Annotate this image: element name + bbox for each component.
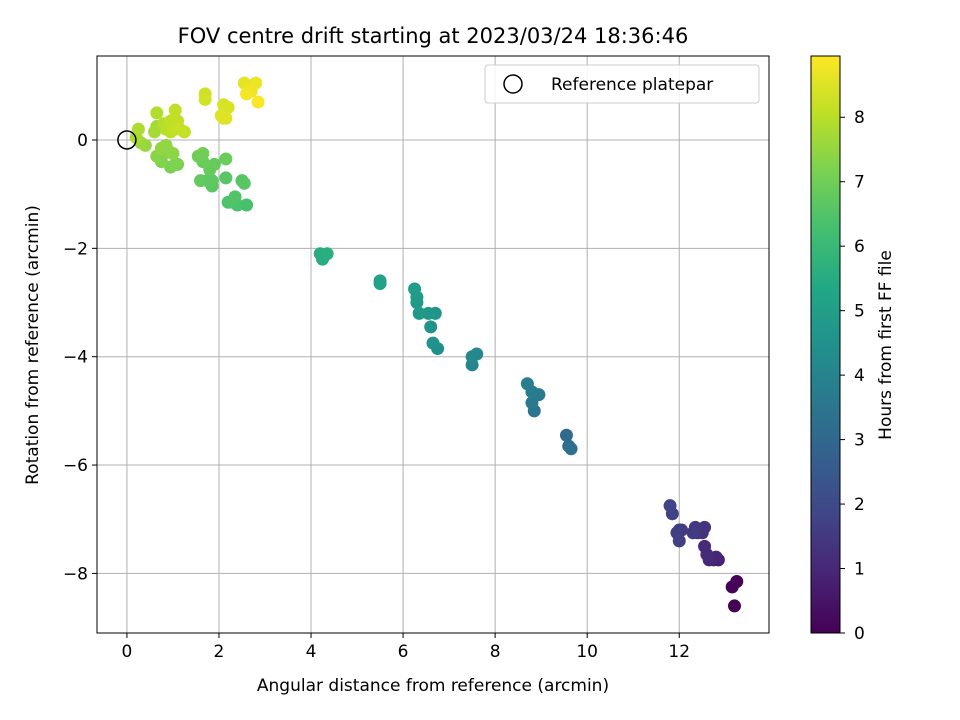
- colorbar-gradient: [810, 55, 841, 634]
- data-point: [663, 499, 677, 513]
- data-point: [219, 111, 233, 125]
- data-point: [727, 599, 741, 613]
- data-point: [196, 147, 210, 161]
- data-point: [154, 141, 168, 155]
- colorbar-tick-label: 3: [854, 431, 865, 451]
- colorbar-tick-label: 7: [854, 173, 865, 193]
- x-tick-label: 2: [214, 642, 225, 662]
- colorbar-tick-label: 5: [854, 302, 865, 322]
- y-tick-label: −6: [63, 456, 88, 476]
- y-axis-label: Rotation from reference (arcmin): [23, 205, 43, 485]
- data-point: [412, 306, 426, 320]
- colorbar-tick-label: 8: [854, 108, 865, 128]
- data-point: [426, 336, 440, 350]
- grid: [97, 56, 769, 633]
- y-tick-label: −2: [63, 239, 88, 259]
- y-tick-label: 0: [77, 131, 88, 151]
- data-point: [421, 306, 435, 320]
- data-point: [725, 580, 739, 594]
- data-point: [424, 320, 438, 334]
- data-point: [320, 247, 334, 261]
- data-point: [228, 190, 242, 204]
- x-tick-label: 10: [576, 642, 598, 662]
- data-point: [240, 198, 254, 212]
- data-point: [173, 122, 187, 136]
- data-point: [564, 442, 578, 456]
- data-point: [686, 526, 700, 540]
- data-point: [698, 539, 712, 553]
- data-point: [148, 125, 162, 139]
- data-point: [470, 347, 484, 361]
- data-point: [219, 152, 233, 166]
- data-point: [408, 282, 422, 296]
- x-tick-label: 12: [668, 642, 690, 662]
- data-point: [240, 87, 254, 101]
- x-tick-label: 0: [122, 642, 133, 662]
- data-point: [131, 122, 145, 136]
- x-axis-ticks: 0 2 4 6 8 10 12: [122, 633, 690, 662]
- data-point: [219, 171, 233, 185]
- reference-platepar-marker: [117, 130, 137, 150]
- colorbar: 0 1 2 3 4 5 6 7 8 Hours from first FF file: [810, 55, 896, 644]
- data-point: [194, 174, 208, 188]
- data-point: [150, 106, 164, 120]
- data-point: [672, 534, 686, 548]
- legend-marker-icon: [503, 74, 523, 94]
- chart-title: FOV centre drift starting at 2023/03/24 …: [178, 24, 689, 48]
- legend-box: [484, 64, 760, 104]
- y-tick-label: −8: [63, 564, 88, 584]
- legend: Reference platepar: [484, 64, 760, 104]
- x-tick-label: 6: [398, 642, 409, 662]
- x-axis-label: Angular distance from reference (arcmin): [257, 676, 609, 696]
- colorbar-tick-label: 2: [854, 495, 865, 515]
- data-points: [129, 76, 744, 613]
- plot-frame: [96, 55, 770, 634]
- data-point: [520, 377, 534, 391]
- x-tick-label: 8: [490, 642, 501, 662]
- data-point: [168, 157, 182, 171]
- y-axis-ticks: 0 −2 −4 −6 −8: [63, 131, 97, 584]
- data-point: [237, 176, 251, 190]
- data-point: [198, 92, 212, 106]
- data-point: [168, 103, 182, 117]
- data-point: [373, 274, 387, 288]
- data-point: [559, 428, 573, 442]
- y-tick-label: −4: [63, 348, 88, 368]
- colorbar-tick-label: 0: [854, 624, 865, 644]
- colorbar-tick-label: 1: [854, 560, 865, 580]
- data-point: [251, 95, 265, 109]
- colorbar-tick-label: 4: [854, 366, 865, 386]
- colorbar-label: Hours from first FF file: [876, 250, 896, 440]
- colorbar-tick-label: 6: [854, 237, 865, 257]
- legend-entry-label: Reference platepar: [551, 75, 713, 95]
- colorbar-ticks: 0 1 2 3 4 5 6 7 8: [840, 108, 865, 644]
- x-tick-label: 4: [306, 642, 317, 662]
